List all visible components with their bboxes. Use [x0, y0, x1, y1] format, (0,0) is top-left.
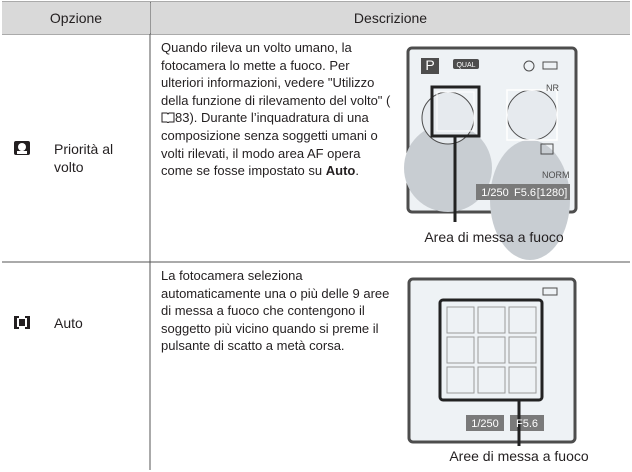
option: Priorità al volto	[54, 141, 114, 175]
header-cell: Descrizione	[151, 2, 630, 34]
book-icon	[161, 112, 175, 125]
text: Auto	[325, 163, 356, 179]
aperture: F5.6	[516, 418, 538, 430]
option: Auto	[54, 315, 83, 331]
camera-screen	[404, 46, 578, 260]
text: .	[355, 163, 359, 179]
mode: P	[425, 57, 434, 73]
caption: Area di messa a fuoco	[424, 229, 564, 245]
text: Quando rileva un volto umano, la fotocam…	[161, 40, 391, 108]
auto-icon	[14, 316, 30, 329]
aperture: F5.6	[514, 187, 536, 199]
header-cell: Opzione	[2, 2, 150, 34]
nr: NR	[546, 83, 559, 93]
shutter: 1/250	[481, 187, 509, 199]
camera-screen	[407, 277, 577, 446]
quality: QUAL	[456, 62, 475, 69]
text: La fotocamera seleziona automaticamente …	[161, 268, 390, 354]
remaining: [1280]	[537, 187, 568, 199]
face-icon	[14, 141, 30, 155]
shutter: 1/250	[471, 418, 499, 430]
norm: NORM	[542, 170, 570, 180]
caption: Aree di messa a fuoco	[449, 448, 589, 464]
text: ). Durante l’inquadratura di una composi…	[161, 110, 378, 179]
text: 83	[175, 110, 190, 126]
description: La fotocamera seleziona automaticamente …	[161, 267, 393, 355]
description: Quando rileva un volto umano, la fotocam…	[161, 39, 393, 180]
